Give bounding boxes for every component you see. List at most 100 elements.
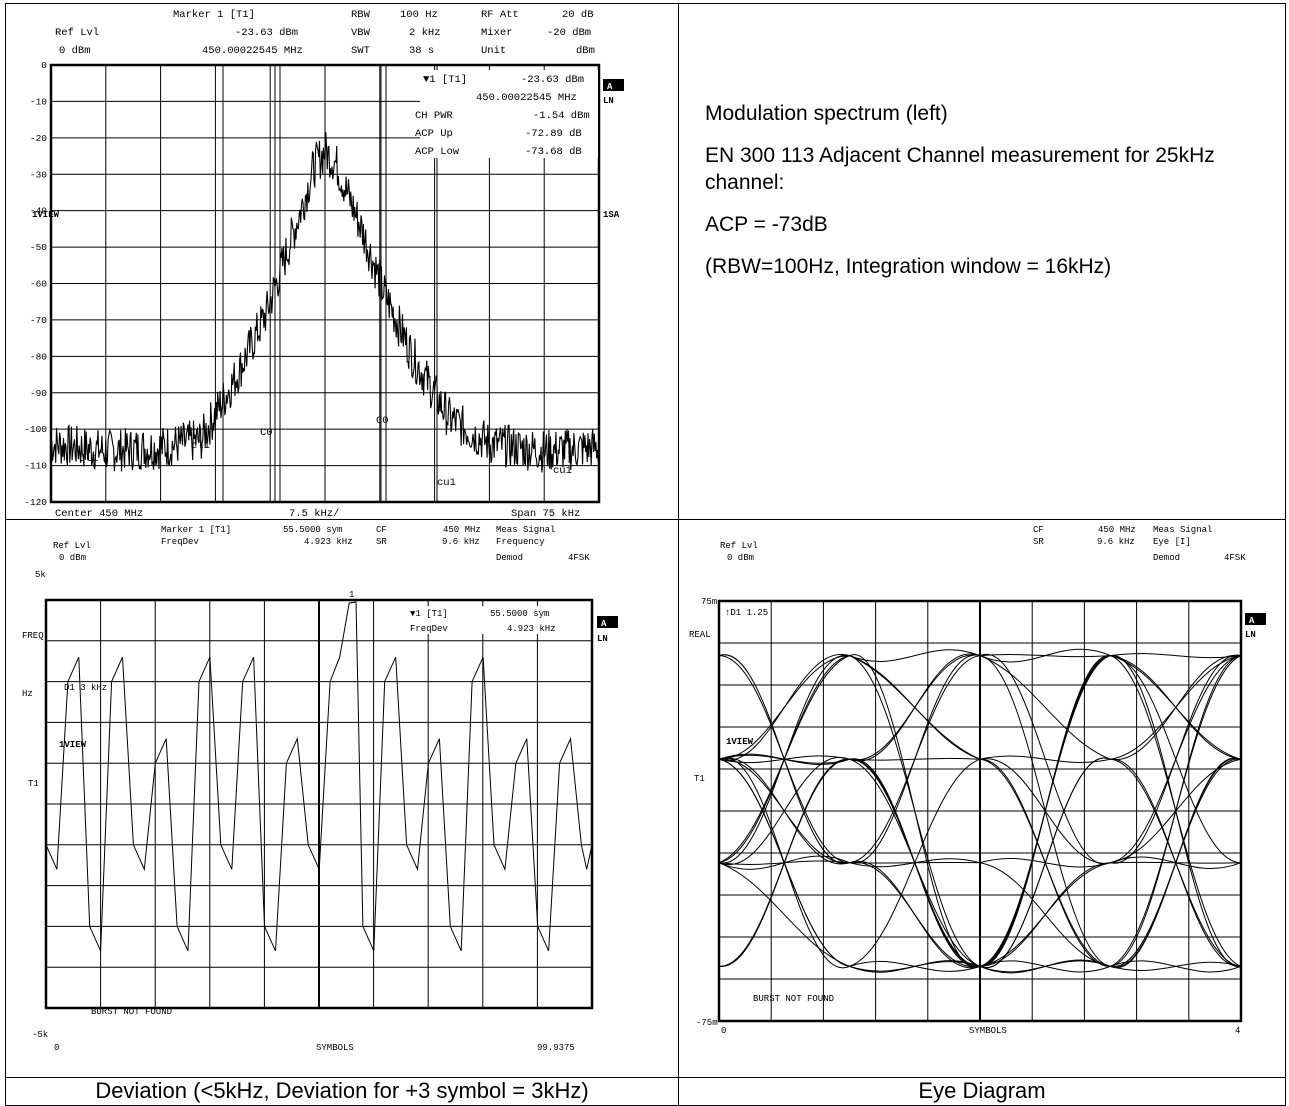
deviation-burst-warning: BURST NOT FOUND — [91, 1007, 172, 1017]
eye-trace — [718, 654, 1242, 864]
deviation-markerbox-id: ▼1 [T1] — [410, 609, 448, 619]
deviation-d1-label: D1 3 kHz — [64, 683, 107, 693]
eye-caption: Eye Diagram — [918, 1078, 1046, 1103]
spectrum-mixer-label: Mixer — [481, 27, 513, 39]
eye-reflvl-value: 0 dBm — [727, 553, 754, 563]
spectrum-chpwr-value: -1.54 dBm — [533, 110, 590, 122]
eye-burst-warning: BURST NOT FOUND — [753, 994, 834, 1004]
deviation-trace-a-badge — [597, 616, 618, 628]
spectrum-rbw-value: 100 Hz — [400, 9, 438, 21]
spectrum-view-label: 1VIEW — [32, 210, 60, 220]
eye-diagram-screen: CF 450 MHz Meas Signal Ref Lvl SR 9.6 kH… — [689, 525, 1266, 1036]
eye-ytick-bottom: -75m — [696, 1018, 718, 1028]
eye-ytick-top: 75m — [701, 597, 717, 607]
spectrum-analyzer-screen: Marker 1 [T1] RBW 100 Hz RF Att 20 dB Re… — [24, 9, 624, 518]
spectrum-cl1-left-label: cl1 — [79, 453, 98, 465]
deviation-sr-label: SR — [376, 537, 387, 547]
table-divider-caption — [5, 1077, 1286, 1078]
deviation-demod-label: Demod — [496, 553, 523, 563]
spectrum-rfatt-label: RF Att — [481, 9, 519, 21]
spectrum-ytick-label: -80 — [30, 351, 47, 362]
spectrum-unit-label: Unit — [481, 45, 506, 57]
eye-trace — [718, 653, 1242, 865]
deviation-marker-label: Marker 1 [T1] — [161, 525, 231, 535]
deviation-x-label: SYMBOLS — [316, 1043, 354, 1053]
eye-trace — [718, 655, 1242, 973]
spectrum-div-label: 7.5 kHz/ — [289, 508, 339, 518]
deviation-ytick-top: 5k — [35, 570, 46, 580]
spectrum-span-label: Span 75 kHz — [511, 508, 580, 518]
spectrum-mixer-value: -20 dBm — [547, 27, 591, 39]
spectrum-cu1-right-label: cu1 — [553, 465, 572, 477]
deviation-t1-label: T1 — [28, 779, 39, 789]
spectrum-ytick-label: -40 — [30, 206, 47, 217]
deviation-meas-label: Meas Signal — [496, 525, 555, 535]
spectrum-ytick-label: -10 — [30, 96, 47, 107]
eye-x-start: 0 — [721, 1026, 726, 1036]
deviation-view-label: 1VIEW — [59, 740, 87, 750]
deviation-cf-value: 450 MHz — [443, 525, 481, 535]
deviation-reflvl-value: 0 dBm — [59, 553, 86, 563]
notes-settings: (RBW=100Hz, Integration window = 16kHz) — [705, 255, 1112, 278]
spectrum-ytick-label: -30 — [30, 169, 47, 180]
eye-trace — [718, 655, 1242, 972]
eye-d1-label: ↑D1 1.25 — [725, 608, 768, 618]
eye-reflvl-label: Ref Lvl — [720, 541, 758, 551]
deviation-ytick-bottom: -5k — [32, 1030, 48, 1040]
notes-title: Modulation spectrum (left) — [705, 102, 948, 125]
deviation-markerbox-sym: 55.5000 sym — [490, 609, 549, 619]
spectrum-ytick-label: 0 — [41, 60, 47, 71]
eye-trace — [718, 754, 1242, 967]
spectrum-marker-label: Marker 1 [T1] — [173, 9, 255, 21]
spectrum-markerbox-id: ▼1 [T1] — [423, 74, 467, 86]
spectrum-trace — [50, 132, 600, 473]
spectrum-ytick-label: -120 — [24, 497, 47, 508]
eye-meas-value: Eye [I] — [1153, 537, 1191, 547]
eye-trace — [718, 654, 1242, 868]
spectrum-c0-right-label: C0 — [376, 415, 389, 427]
spectrum-sa-label: 1SA — [603, 210, 620, 220]
spectrum-ytick-label: -70 — [30, 315, 47, 326]
spectrum-swt-value: 38 s — [409, 45, 434, 57]
deviation-freqdev-value: 4.923 kHz — [304, 537, 353, 547]
spectrum-ytick-label: -20 — [30, 133, 47, 144]
svg-text:A: A — [601, 619, 607, 629]
deviation-trace — [45, 601, 593, 952]
spectrum-acplow-label: ACP Low — [415, 146, 460, 158]
deviation-marker-number: 1 — [349, 590, 354, 600]
eye-demod-label: Demod — [1153, 553, 1180, 563]
spectrum-marker-level: -23.63 dBm — [235, 27, 298, 39]
spectrum-vbw-label: VBW — [351, 27, 371, 39]
deviation-ln-label: LN — [597, 634, 608, 644]
eye-plot-frame — [717, 599, 1243, 1023]
eye-sr-label: SR — [1033, 537, 1044, 547]
deviation-x-start: 0 — [54, 1043, 59, 1053]
eye-x-end: 4 — [1235, 1026, 1240, 1036]
spectrum-rbw-label: RBW — [351, 9, 371, 21]
spectrum-chpwr-label: CH PWR — [415, 110, 454, 122]
eye-trace — [718, 655, 1242, 864]
spectrum-plot-frame — [49, 63, 601, 504]
spectrum-acpup-label: ACP Up — [415, 128, 453, 140]
spectrum-trace-a-badge — [603, 79, 624, 91]
spectrum-reflvl-label: Ref Lvl — [55, 27, 99, 39]
table-divider-vertical — [678, 3, 679, 1106]
spectrum-ln-label: LN — [603, 96, 614, 106]
notes-panel: Modulation spectrum (left) EN 300 113 Ad… — [705, 100, 1265, 295]
deviation-cf-label: CF — [376, 525, 387, 535]
deviation-hz-label: Hz — [22, 689, 33, 699]
deviation-marker-sym: 55.5000 sym — [283, 525, 342, 535]
eye-demod-value: 4FSK — [1224, 553, 1246, 563]
spectrum-c0-left-label: C0 — [260, 427, 273, 439]
eye-ln-label: LN — [1245, 630, 1256, 640]
eye-trace — [718, 653, 1242, 968]
table-divider-horizontal — [5, 519, 1286, 520]
spectrum-center-label: Center 450 MHz — [55, 508, 143, 518]
deviation-plot-frame — [44, 598, 594, 1010]
deviation-caption: Deviation (<5kHz, Deviation for +3 symbo… — [95, 1078, 589, 1103]
spectrum-ytick-label: -110 — [24, 461, 47, 472]
deviation-markerbox-label: FreqDev — [410, 624, 448, 634]
deviation-freq-label: FREQ — [22, 631, 44, 641]
deviation-freqdev-label: FreqDev — [161, 537, 199, 547]
spectrum-markerbox-level: -23.63 dBm — [521, 74, 584, 86]
